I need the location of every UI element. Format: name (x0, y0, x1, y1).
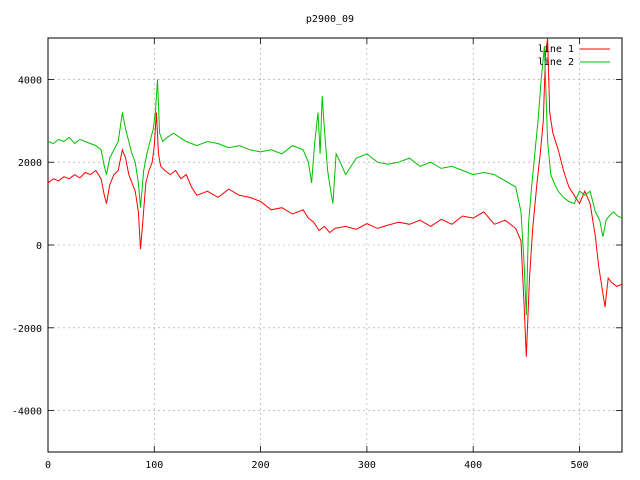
legend: line 1 line 2 (538, 44, 610, 68)
y-tick-label: 2000 (18, 158, 42, 169)
grid (48, 38, 622, 452)
y-tick-label: -2000 (12, 324, 42, 335)
x-tick-label: 500 (570, 460, 588, 471)
legend-label-1: line 1 (538, 44, 574, 55)
y-tick-label: 0 (36, 241, 42, 252)
series-line-1 (48, 38, 622, 357)
plot-border (47, 37, 623, 453)
x-tick-label: 400 (464, 460, 482, 471)
chart-title: p2900_09 (306, 14, 354, 25)
axes: 0 100 200 300 400 500 -4000 -2000 0 2000 4000 (12, 37, 623, 471)
x-tick-label: 0 (45, 460, 51, 471)
legend-label-2: line 2 (538, 57, 574, 68)
x-tick-label: 300 (358, 460, 376, 471)
series-line-2 (48, 46, 622, 316)
series-group (48, 38, 622, 357)
y-tick-label: -4000 (12, 407, 42, 418)
y-tick-label: 4000 (18, 75, 42, 86)
x-tick-label: 100 (145, 460, 163, 471)
x-tick-label: 200 (252, 460, 270, 471)
